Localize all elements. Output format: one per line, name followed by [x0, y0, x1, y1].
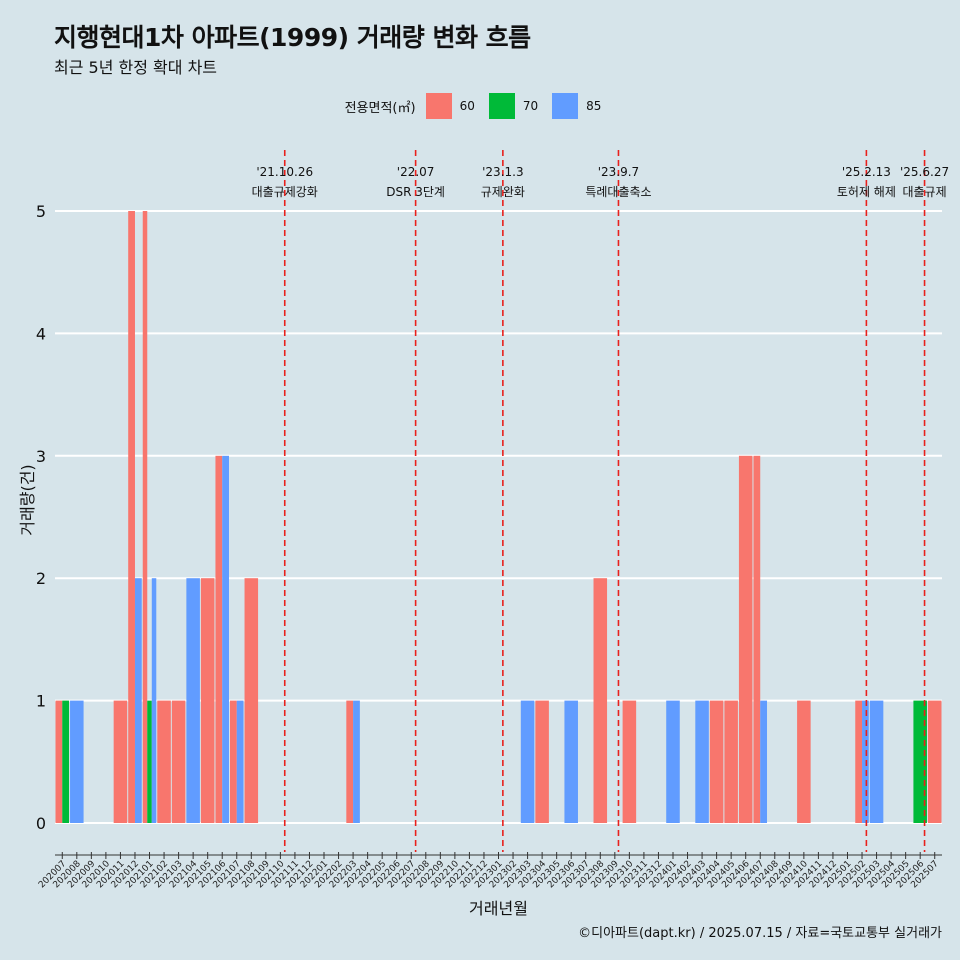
bar-85-202403 [695, 700, 709, 823]
bar-60-202105 [200, 578, 215, 823]
bar-60-202304 [535, 700, 549, 823]
bar-70-202506 [913, 700, 927, 823]
bar-85-202012 [134, 578, 142, 823]
bar-70-202101 [147, 700, 152, 823]
y-tick-label: 3 [36, 447, 46, 466]
bar-60-202410 [797, 700, 811, 823]
y-tick-label: 4 [36, 324, 46, 343]
bar-60-202007 [55, 700, 63, 823]
legend-swatch-70 [488, 93, 515, 119]
legend-swatch-85 [552, 93, 579, 119]
bar-60-202308 [593, 578, 608, 823]
bar-85-202203 [353, 700, 360, 823]
bar-85-202407 [760, 700, 768, 823]
event-date-label: '23.9.7 [598, 165, 639, 179]
x-axis-title: 거래년월 [469, 899, 528, 918]
event-label: DSR 3단계 [386, 185, 445, 199]
event-date-label: '25.2.13 [842, 165, 891, 179]
legend-title: 전용면적(㎡) [344, 100, 416, 116]
y-tick-label: 2 [36, 569, 46, 588]
bar-60-202405 [724, 700, 738, 823]
bar-85-202503 [869, 700, 884, 823]
bar-60-202101 [142, 211, 148, 823]
legend-label-85: 85 [586, 99, 602, 113]
chart-title: 지행현대1차 아파트(1999) 거래량 변화 흐름 [54, 23, 531, 52]
legend-item-60: 60 [425, 93, 479, 119]
bar-60-202106 [215, 455, 223, 823]
bar-85-202303 [520, 700, 535, 823]
legend-item-70: 70 [488, 93, 542, 119]
bar-85-202306 [564, 700, 578, 823]
event-label: 특례대출축소 [585, 185, 651, 199]
event-label: 대출규제강화 [252, 185, 318, 199]
chart-subtitle: 최근 5년 한정 확대 차트 [54, 58, 218, 77]
event-label: 대출규제 [902, 185, 946, 199]
bar-85-202107 [236, 700, 244, 823]
source-caption: ©디아파트(dapt.kr) / 2025.07.15 / 자료=국토교통부 실… [578, 926, 942, 941]
event-label: 규제완화 [481, 185, 525, 199]
event-date-label: '25.6.27 [900, 165, 949, 179]
event-date-label: '21.10.26 [256, 165, 313, 179]
bar-60-202404 [709, 700, 724, 823]
bar-60-202012 [128, 211, 135, 823]
bar-60-202011 [113, 700, 128, 823]
bar-70-202007 [62, 700, 70, 823]
bar-85-202104 [186, 578, 200, 823]
bar-85-202008 [70, 700, 84, 823]
bar-60-202407 [753, 455, 761, 823]
event-label: 토허제 해제 [837, 185, 896, 199]
legend: 전용면적(㎡) 60 70 85 [0, 93, 960, 119]
y-axis-title: 거래량(건) [18, 464, 37, 535]
y-tick-label: 0 [36, 814, 46, 833]
bar-60-202502 [855, 700, 863, 823]
bar-85-202106 [222, 455, 229, 823]
bar-60-202310 [622, 700, 637, 823]
legend-item-85: 85 [552, 93, 605, 119]
bar-60-202507 [927, 700, 942, 823]
bar-60-202103 [171, 700, 186, 823]
legend-label-60: 60 [459, 99, 475, 113]
event-date-label: '22.07 [397, 165, 435, 179]
y-tick-label: 5 [36, 202, 46, 221]
bar-85-202401 [666, 700, 680, 823]
legend-label-70: 70 [522, 99, 539, 113]
bar-60-202108 [244, 578, 259, 823]
bar-85-202502 [862, 700, 869, 823]
bar-60-202203 [346, 700, 354, 823]
legend-swatch-60 [425, 93, 452, 119]
bar-60-202102 [157, 700, 171, 823]
bar-60-202107 [229, 700, 237, 823]
bar-60-202406 [738, 455, 753, 823]
y-tick-label: 1 [36, 692, 46, 711]
bar-85-202101 [151, 578, 157, 823]
event-date-label: '23.1.3 [482, 165, 523, 179]
